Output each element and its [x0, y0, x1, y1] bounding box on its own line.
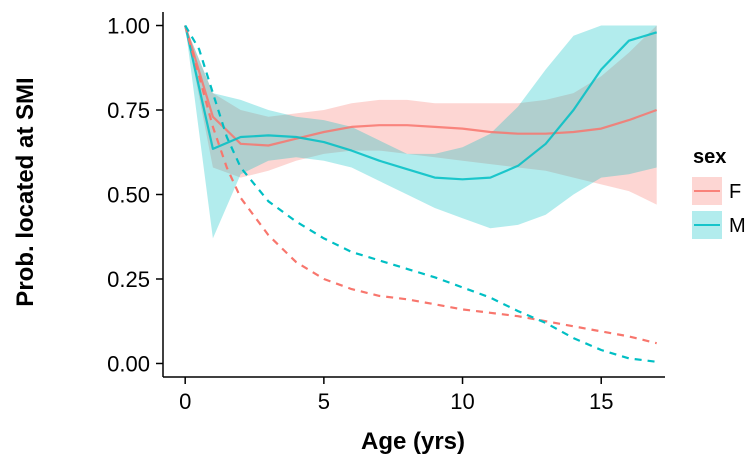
series-lines — [184, 24, 658, 363]
y-axis-title: Prob. located at SMI — [12, 77, 39, 306]
y-tick-label: 1.00 — [107, 14, 150, 39]
legend-label-f: F — [729, 181, 741, 203]
x-axis-ticks: 0 5 10 15 — [179, 377, 613, 414]
legend-title: sex — [693, 146, 726, 168]
x-tick-label: 15 — [589, 389, 613, 414]
y-tick-label: 0.50 — [107, 183, 150, 208]
y-tick-label: 0.75 — [107, 98, 150, 123]
x-axis-title: Age (yrs) — [361, 428, 465, 455]
y-tick-label: 0.25 — [107, 267, 150, 292]
confidence-bands — [185, 25, 657, 239]
line-f-dashed — [184, 25, 657, 345]
x-tick-label: 0 — [179, 389, 191, 414]
x-tick-label: 5 — [318, 389, 330, 414]
legend: sex F M — [692, 146, 746, 239]
line-m-solid — [184, 25, 658, 181]
y-tick-label: 0.00 — [107, 351, 150, 376]
ribbon-f — [185, 25, 657, 205]
x-tick-label: 10 — [450, 389, 474, 414]
y-axis-ticks: 0.00 0.25 0.50 0.75 1.00 — [107, 14, 163, 376]
ribbon-m — [185, 25, 657, 239]
line-f-solid — [184, 25, 658, 147]
legend-label-m: M — [729, 215, 746, 237]
